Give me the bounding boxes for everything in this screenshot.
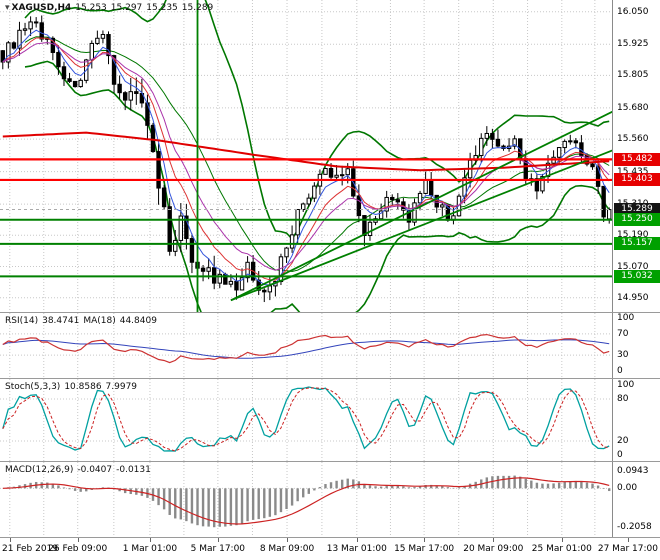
trendlines-layer[interactable] — [196, 0, 612, 312]
macd-panel: MACD(12,26,9) -0.0407 -0.0131 0.0943 0.00 -0… — [0, 462, 660, 537]
stochastic-main-line — [2, 386, 610, 452]
time-tick-mark — [9, 538, 11, 542]
stochastic-scale-label: 0 — [617, 450, 623, 460]
rsi-panel: RSI(14) 38.4741 MA(18) 44.8409 100 70 30 0 — [0, 313, 660, 378]
ohlc-high-value: 15.297 — [110, 3, 143, 13]
ohlc-close-value: 15.289 — [181, 3, 214, 13]
price-level-badge: 15.157 — [614, 237, 660, 251]
time-tick-mark — [287, 538, 289, 542]
time-axis-label: 20 Mar 09:00 — [463, 544, 524, 554]
time-tick-mark — [149, 538, 151, 542]
current-price-badge: 15.289 — [614, 203, 660, 217]
main-chart-canvas[interactable] — [0, 0, 612, 312]
stoch-value: 10.8586 — [64, 382, 102, 392]
rsi-canvas[interactable] — [0, 313, 612, 378]
price-level-badge: 15.482 — [614, 152, 660, 166]
panel-divider[interactable] — [0, 537, 660, 538]
macd-scale-axis[interactable]: 0.0943 0.00 -0.2058 — [612, 462, 660, 537]
macd-name-label: MACD(12,26,9) — [5, 465, 74, 475]
price-level-badge: 15.032 — [614, 269, 660, 283]
slow-ma-layer — [2, 131, 610, 172]
time-axis-label: 27 Mar 17:00 — [597, 544, 658, 554]
stochastic-header: Stoch(5,3,3) 10.8586 7.9979 — [5, 382, 141, 392]
price-tick-label: 14.950 — [617, 292, 649, 303]
price-tick-label: 16.050 — [617, 6, 649, 17]
time-axis-label: 15 Mar 17:00 — [394, 544, 455, 554]
rsi-ma-line — [2, 339, 610, 359]
panel-divider[interactable] — [0, 461, 660, 462]
time-tick-mark — [627, 538, 629, 542]
macd-scale-label: -0.2058 — [617, 521, 652, 532]
price-tick-label: 15.190 — [617, 230, 649, 241]
macd-signal-line — [2, 477, 610, 525]
main-chart-panel: ▾ XAGUSD,H4 15.253 15.297 15.235 15.289 16.05… — [0, 0, 660, 312]
rsi-scale-label: 70 — [617, 328, 629, 339]
time-tick-mark — [561, 538, 563, 542]
stochastic-canvas[interactable] — [0, 379, 612, 461]
stochastic-signal-line — [2, 387, 610, 452]
stochastic-scale-label: 100 — [617, 380, 635, 390]
collapse-arrow-icon[interactable]: ▾ — [5, 3, 10, 13]
rsi-header: RSI(14) 38.4741 MA(18) 44.8409 — [5, 316, 161, 326]
rsi-ma-name-label: MA(18) — [83, 316, 116, 326]
time-axis-label: 25 Mar 01:00 — [531, 544, 592, 554]
ohlc-open-value: 15.253 — [75, 3, 107, 13]
price-tick-label: 15.070 — [617, 261, 649, 272]
rsi-scale-label: 30 — [617, 350, 629, 361]
rsi-ma-value: 44.8409 — [119, 316, 157, 326]
rsi-line — [2, 333, 610, 364]
stoch-name-label: Stoch(5,3,3) — [5, 382, 61, 392]
rsi-scale-label: 100 — [617, 313, 635, 323]
time-tick-mark — [77, 538, 79, 542]
chart-header: ▾ XAGUSD,H4 15.253 15.297 15.235 15.289 — [5, 3, 217, 13]
macd-histogram — [7, 475, 611, 528]
time-axis-label: 1 Mar 01:00 — [122, 544, 178, 554]
macd-value: -0.0407 — [77, 465, 113, 475]
macd-signal-value: -0.0131 — [116, 465, 151, 475]
price-level-badge: 15.403 — [614, 173, 660, 187]
symbol-timeframe-label: XAGUSD,H4 — [11, 3, 72, 13]
price-tick-label: 15.560 — [617, 134, 649, 145]
rsi-scale-axis[interactable]: 100 70 30 0 — [612, 313, 660, 378]
time-axis-label: 5 Mar 17:00 — [190, 544, 246, 554]
time-axis-label: 8 Mar 09:00 — [259, 544, 315, 554]
time-tick-mark — [493, 538, 495, 542]
time-axis-label: 13 Mar 01:00 — [326, 544, 387, 554]
time-tick-mark — [356, 538, 358, 542]
time-axis-label: 26 Feb 09:00 — [48, 544, 108, 554]
stoch-signal-value: 7.9979 — [105, 382, 138, 392]
macd-scale-label: 0.00 — [617, 483, 638, 494]
stochastic-scale-label: 80 — [617, 394, 629, 404]
price-tick-label: 15.805 — [617, 70, 649, 81]
panel-divider[interactable] — [0, 378, 660, 379]
price-tick-label: 15.435 — [617, 166, 649, 177]
rsi-scale-label: 0 — [617, 366, 623, 376]
macd-scale-label: 0.0943 — [617, 465, 649, 476]
price-tick-label: 15.925 — [617, 39, 649, 50]
rsi-name-label: RSI(14) — [5, 316, 39, 326]
time-tick-mark — [424, 538, 426, 542]
levels-layer[interactable] — [0, 158, 612, 278]
stochastic-scale-axis[interactable]: 100 80 20 0 — [612, 379, 660, 461]
price-axis[interactable]: 16.05015.92515.80515.68015.56015.43515.3… — [612, 0, 660, 312]
time-axis-label: 21 Feb 2019 — [2, 544, 59, 554]
price-tick-label: 15.680 — [617, 102, 649, 113]
time-tick-mark — [217, 538, 219, 542]
rsi-value: 38.4741 — [42, 316, 80, 326]
time-axis[interactable]: 21 Feb 2019 26 Feb 09:00 1 Mar 01:00 5 Mar … — [0, 538, 660, 560]
stochastic-scale-label: 20 — [617, 436, 629, 446]
price-level-badge: 15.250 — [614, 213, 660, 227]
panel-divider[interactable] — [0, 312, 660, 313]
stochastic-panel: Stoch(5,3,3) 10.8586 7.9979 100 80 20 0 — [0, 379, 660, 461]
macd-header: MACD(12,26,9) -0.0407 -0.0131 — [5, 465, 155, 475]
macd-canvas[interactable] — [0, 462, 612, 537]
ohlc-low-value: 15.235 — [146, 3, 178, 13]
